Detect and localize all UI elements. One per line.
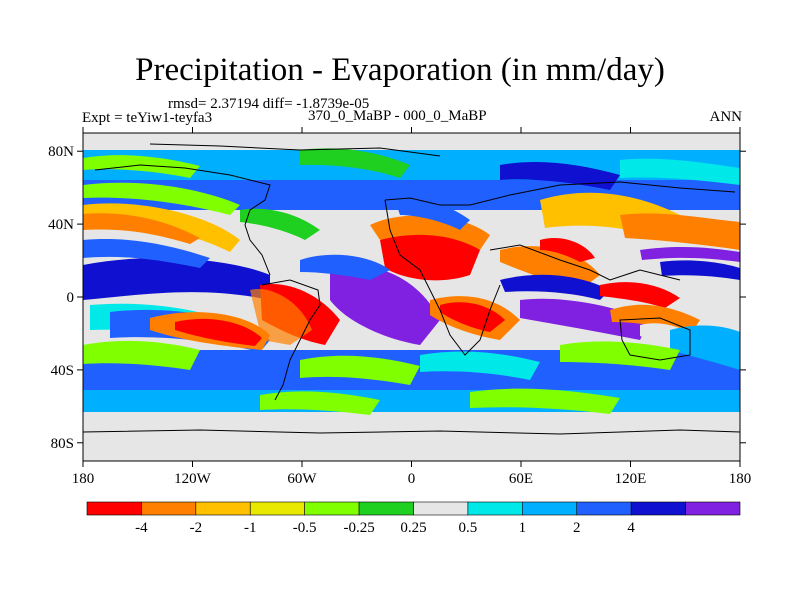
colorbar-swatch — [522, 501, 578, 516]
lon-tick-label: 60W — [287, 471, 317, 487]
colorbar-swatch — [630, 501, 686, 516]
lon-tick-label: 120E — [615, 471, 647, 487]
colorbar-swatch — [141, 501, 197, 516]
colorbar-label: -1 — [244, 520, 257, 536]
colorbar-swatch — [195, 501, 251, 516]
longitude-axis: 180 120W 60W 0 60E 120E 180 — [72, 127, 752, 487]
latitude-axis: 80N 40N 0 40S 80S — [48, 144, 746, 452]
colorbar-swatch — [685, 501, 741, 516]
colorbar-swatch — [86, 501, 142, 516]
map-field — [83, 133, 740, 461]
comparison-label: 370_0_MaBP - 000_0_MaBP — [308, 108, 487, 124]
colorbar-swatch — [467, 501, 523, 516]
lon-tick-label: 60E — [509, 471, 533, 487]
lon-tick-label: 0 — [408, 471, 416, 487]
colorbar: -4 -2 -1 -0.5 -0.25 0.25 0.5 1 2 4 — [86, 501, 741, 536]
lon-tick-label: 180 — [72, 471, 95, 487]
colorbar-label: 4 — [627, 520, 635, 536]
colorbar-swatch — [358, 501, 414, 516]
lat-tick-label: 40S — [51, 363, 74, 379]
lat-tick-label: 0 — [67, 290, 75, 306]
lon-tick-label: 120W — [174, 471, 212, 487]
lon-tick-label: 180 — [729, 471, 752, 487]
colorbar-label: -0.5 — [293, 520, 317, 536]
colorbar-swatch — [413, 501, 469, 516]
period-label: ANN — [709, 109, 743, 125]
lat-tick-label: 80S — [51, 436, 74, 452]
colorbar-label: 2 — [573, 520, 581, 536]
colorbar-swatch — [576, 501, 632, 516]
colorbar-swatch — [249, 501, 305, 516]
lat-tick-label: 40N — [48, 217, 74, 233]
colorbar-swatch — [304, 501, 360, 516]
colorbar-label: 1 — [519, 520, 527, 536]
experiment-label: Expt = teYiw1-teyfa3 — [82, 110, 213, 126]
colorbar-label: 0.25 — [400, 520, 426, 536]
colorbar-label: -0.25 — [343, 520, 374, 536]
map-title: Precipitation - Evaporation (in mm/day) — [135, 52, 665, 88]
coastlines — [82, 143, 741, 435]
stats-label: rmsd= 2.37194 diff= -1.8739e-05 — [168, 96, 370, 112]
colorbar-label: -4 — [135, 520, 148, 536]
colorbar-label: 0.5 — [459, 520, 478, 536]
colorbar-label: -2 — [190, 520, 203, 536]
lat-tick-label: 80N — [48, 144, 74, 160]
